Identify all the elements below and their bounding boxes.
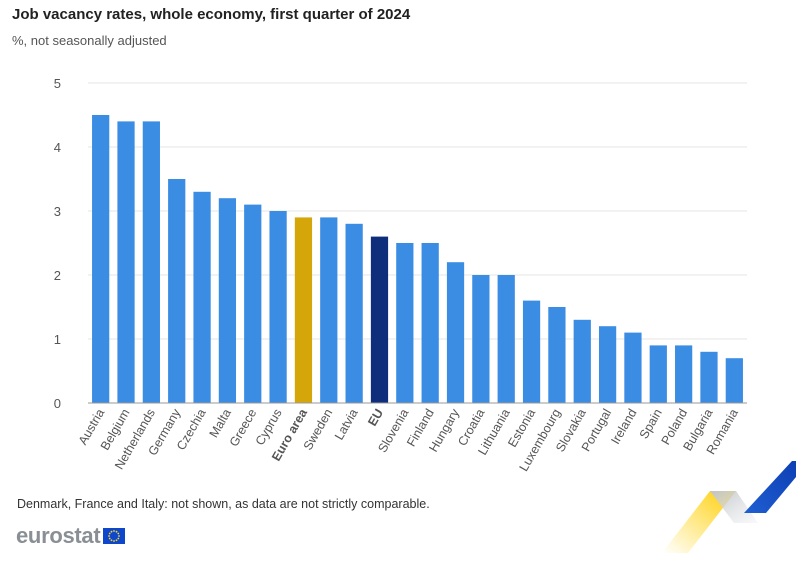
footnote: Denmark, France and Italy: not shown, as… [17,497,430,511]
x-axis-labels: AustriaBelgiumNetherlandsGermanyCzechiaM… [76,406,741,474]
logo-text: eurostat [16,523,101,548]
bar[interactable] [269,211,287,403]
bar[interactable] [117,121,135,404]
y-tick-label: 3 [54,204,61,219]
chart-title: Job vacancy rates, whole economy, first … [12,6,411,23]
y-tick-label: 2 [54,268,61,283]
y-tick-label: 5 [54,76,61,91]
bar[interactable] [624,332,642,403]
bar[interactable] [168,179,186,403]
bar[interactable] [294,217,313,403]
bar[interactable] [649,345,667,403]
bar[interactable] [370,236,389,403]
bar[interactable] [573,319,591,403]
y-tick-label: 1 [54,332,61,347]
bar[interactable] [142,121,160,404]
bar[interactable] [92,115,110,403]
eurostat-logo: eurostat [16,523,126,549]
bar[interactable] [472,275,490,403]
y-axis-ticks: 0 1 2 3 4 5 [54,76,61,411]
bar-chart: 0 1 2 3 4 5 AustriaBelgiumNetherlandsGermanyC… [54,76,747,474]
gridlines [88,82,747,340]
eu-flag-icon [103,528,126,544]
bar[interactable] [244,204,262,403]
y-tick-label: 4 [54,140,61,155]
bar[interactable] [446,262,465,403]
bar[interactable] [675,345,693,403]
decorative-ribbon [662,461,796,553]
x-tick-label: Latvia [332,406,361,442]
bar[interactable] [725,358,743,403]
bars [92,115,743,404]
bar[interactable] [548,307,566,403]
bar[interactable] [193,191,211,403]
x-tick-label: EU [365,407,386,429]
x-tick-label: Ireland [608,406,639,446]
bar[interactable] [345,223,363,403]
bar[interactable] [497,275,515,403]
bar[interactable] [700,351,718,403]
bar[interactable] [218,198,237,403]
bar[interactable] [522,300,541,403]
y-tick-label: 0 [54,396,61,411]
chart-subtitle: %, not seasonally adjusted [12,33,167,48]
bar[interactable] [598,326,617,403]
bar[interactable] [320,217,338,403]
bar[interactable] [421,243,439,403]
bar[interactable] [396,243,414,403]
